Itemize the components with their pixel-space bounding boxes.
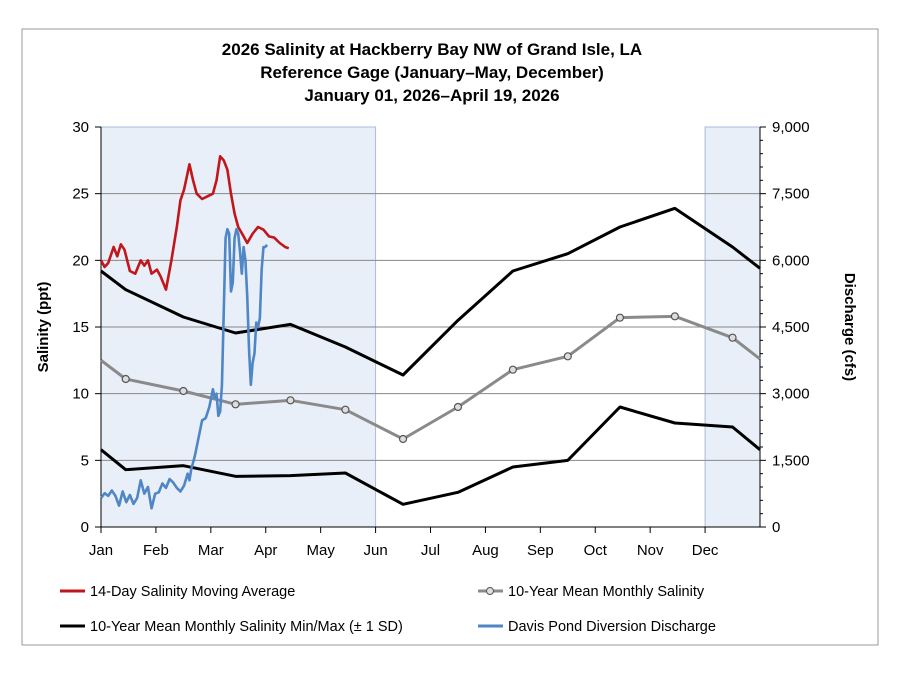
- data-point: [615, 313, 625, 322]
- chart-title-line: 2026 Salinity at Hackberry Bay NW of Gra…: [222, 40, 642, 59]
- legend-label: 10-Year Mean Monthly Salinity Min/Max (±…: [90, 619, 403, 635]
- x-tick-label: Jan: [89, 542, 113, 559]
- y2-tick-label: 3,000: [772, 386, 810, 403]
- y2-tick-label: 0: [772, 519, 780, 536]
- series-line: [99, 155, 290, 291]
- y2-tick-label: 6,000: [772, 252, 810, 269]
- y-tick-label: 0: [81, 519, 89, 536]
- legend-label: 14-Day Salinity Moving Average: [90, 584, 295, 600]
- x-tick-label: Jul: [421, 542, 440, 559]
- x-tick-label: May: [306, 542, 335, 559]
- y2-axis-label: Discharge (cfs): [841, 273, 858, 381]
- y2-tick-label: 1,500: [772, 452, 810, 469]
- data-point: [453, 402, 463, 412]
- y-tick-label: 20: [72, 252, 89, 269]
- data-point: [670, 312, 679, 321]
- data-point: [231, 400, 240, 409]
- y-tick-label: 5: [81, 452, 89, 469]
- series-line: [100, 206, 761, 377]
- x-tick-label: Feb: [143, 542, 169, 559]
- y-tick-label: 15: [72, 319, 89, 336]
- data-point: [728, 333, 737, 342]
- data-point: [563, 352, 572, 361]
- chart-title-line: Reference Gage (January–May, December): [260, 63, 604, 82]
- y2-tick-label: 7,500: [772, 186, 810, 203]
- series-line: [100, 314, 761, 441]
- x-tick-label: Mar: [198, 542, 224, 559]
- legend-marker: [486, 587, 494, 595]
- y-tick-label: 30: [72, 119, 89, 136]
- data-point: [179, 386, 188, 396]
- data-point: [508, 365, 517, 374]
- legend: 14-Day Salinity Moving Average 10-Year M…: [60, 584, 716, 635]
- data-point: [286, 396, 295, 405]
- legend-label: Davis Pond Diversion Discharge: [508, 619, 716, 635]
- x-tick-label: Jun: [363, 542, 387, 559]
- y2-tick-label: 9,000: [772, 119, 810, 136]
- series-line: [99, 227, 269, 510]
- x-tick-label: Aug: [472, 542, 499, 559]
- x-tick-label: Oct: [584, 542, 608, 559]
- x-tick-label: Sep: [527, 542, 554, 559]
- y2-tick-label: 4,500: [772, 319, 810, 336]
- x-tick-label: Nov: [637, 542, 664, 559]
- y-axis-label: Salinity (ppt): [35, 282, 52, 373]
- y-tick-label: 25: [72, 186, 89, 203]
- chart-title-line: January 01, 2026–April 19, 2026: [304, 86, 559, 105]
- data-point: [398, 434, 408, 444]
- x-tick-label: Dec: [692, 542, 719, 559]
- data-point: [341, 405, 350, 414]
- legend-label: 10-Year Mean Monthly Salinity: [508, 584, 705, 600]
- y-tick-label: 10: [72, 386, 89, 403]
- x-tick-label: Apr: [254, 542, 277, 559]
- data-point: [121, 374, 130, 384]
